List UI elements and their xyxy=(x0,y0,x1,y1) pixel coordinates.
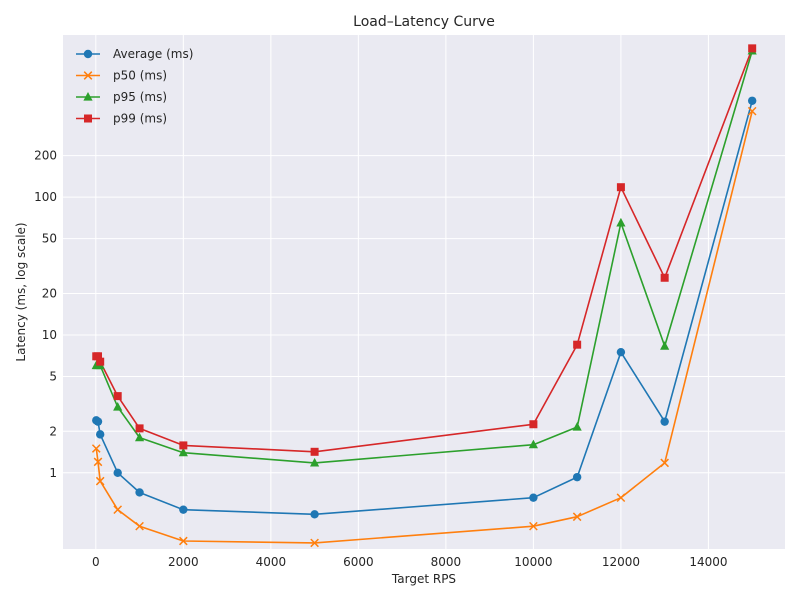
legend: Average (ms) p50 (ms) p95 (ms) p99 (ms) xyxy=(76,47,193,126)
legend-marker-square xyxy=(84,114,92,123)
gridlines xyxy=(63,35,785,549)
x-axis-ticks: 0 2000 4000 6000 8000 10000 12000 14000 xyxy=(92,555,728,569)
y-tick-label: 10 xyxy=(42,328,57,342)
legend-label: p50 (ms) xyxy=(113,69,167,83)
data-point-circle xyxy=(660,417,669,426)
data-point-square xyxy=(113,392,122,401)
data-point-circle xyxy=(572,472,582,482)
y-axis-ticks: 1 2 5 10 20 50 100 200 xyxy=(34,149,57,480)
x-tick-label: 14000 xyxy=(689,555,727,569)
data-point-x xyxy=(310,538,319,548)
y-tick-label: 20 xyxy=(42,286,57,300)
y-tick-label: 50 xyxy=(42,232,57,246)
data-point-x xyxy=(93,457,103,467)
data-point-circle xyxy=(747,96,757,105)
data-point-triangle xyxy=(572,421,582,431)
series-line-x xyxy=(95,111,753,544)
data-point-x xyxy=(660,458,669,468)
data-point-x xyxy=(91,444,101,453)
data-point-square xyxy=(748,44,757,53)
chart-title: Load–Latency Curve xyxy=(353,14,495,30)
legend-label: p95 (ms) xyxy=(113,90,167,104)
y-tick-label: 1 xyxy=(49,466,57,480)
legend-label: p99 (ms) xyxy=(113,112,167,126)
data-point-x xyxy=(95,476,105,486)
legend-marker-triangle xyxy=(83,92,93,101)
x-tick-label: 0 xyxy=(92,555,100,569)
data-point-triangle xyxy=(178,447,188,457)
y-axis-title: Latency (ms, log scale) xyxy=(14,222,28,361)
legend-label: Average (ms) xyxy=(113,47,193,61)
data-point-square xyxy=(179,441,188,450)
data-point-square xyxy=(135,424,144,433)
data-point-x xyxy=(747,106,757,116)
data-point-x xyxy=(113,505,123,515)
y-tick-label: 200 xyxy=(34,149,57,163)
legend-marker-x xyxy=(83,71,93,80)
x-axis-title: Target RPS xyxy=(391,572,456,586)
legend-marker-circle xyxy=(83,49,93,59)
data-point-circle xyxy=(113,468,122,477)
data-point-circle xyxy=(529,493,538,502)
data-point-triangle xyxy=(134,432,145,442)
data-point-x xyxy=(529,521,538,531)
data-point-circle xyxy=(93,417,103,426)
data-point-triangle xyxy=(113,402,123,411)
x-tick-label: 6000 xyxy=(343,555,374,569)
y-tick-label: 2 xyxy=(49,424,57,438)
series-markers xyxy=(91,44,757,548)
data-point-circle xyxy=(135,488,144,497)
plot-background xyxy=(63,35,785,549)
data-point-square xyxy=(310,447,319,456)
data-point-square xyxy=(96,357,105,366)
data-point-x xyxy=(572,512,582,522)
data-point-square xyxy=(529,420,538,429)
data-point-circle xyxy=(95,430,105,439)
x-tick-label: 10000 xyxy=(514,555,552,569)
data-point-circle xyxy=(616,347,626,357)
y-tick-label: 100 xyxy=(34,190,57,204)
y-tick-label: 5 xyxy=(49,369,57,383)
data-point-x xyxy=(616,493,626,503)
data-point-triangle xyxy=(660,341,670,350)
data-point-square xyxy=(616,183,625,192)
x-tick-label: 12000 xyxy=(602,555,640,569)
data-point-x xyxy=(135,521,144,531)
data-point-square xyxy=(94,352,103,361)
x-tick-label: 8000 xyxy=(431,555,462,569)
data-point-triangle xyxy=(310,457,320,467)
data-point-triangle xyxy=(528,439,538,449)
data-point-circle xyxy=(179,505,188,514)
data-point-square xyxy=(660,273,669,282)
x-tick-label: 4000 xyxy=(256,555,287,569)
data-point-triangle xyxy=(616,217,626,227)
data-point-circle xyxy=(310,510,319,519)
data-point-x xyxy=(179,536,188,546)
x-tick-label: 2000 xyxy=(168,555,199,569)
data-point-square xyxy=(573,340,582,349)
